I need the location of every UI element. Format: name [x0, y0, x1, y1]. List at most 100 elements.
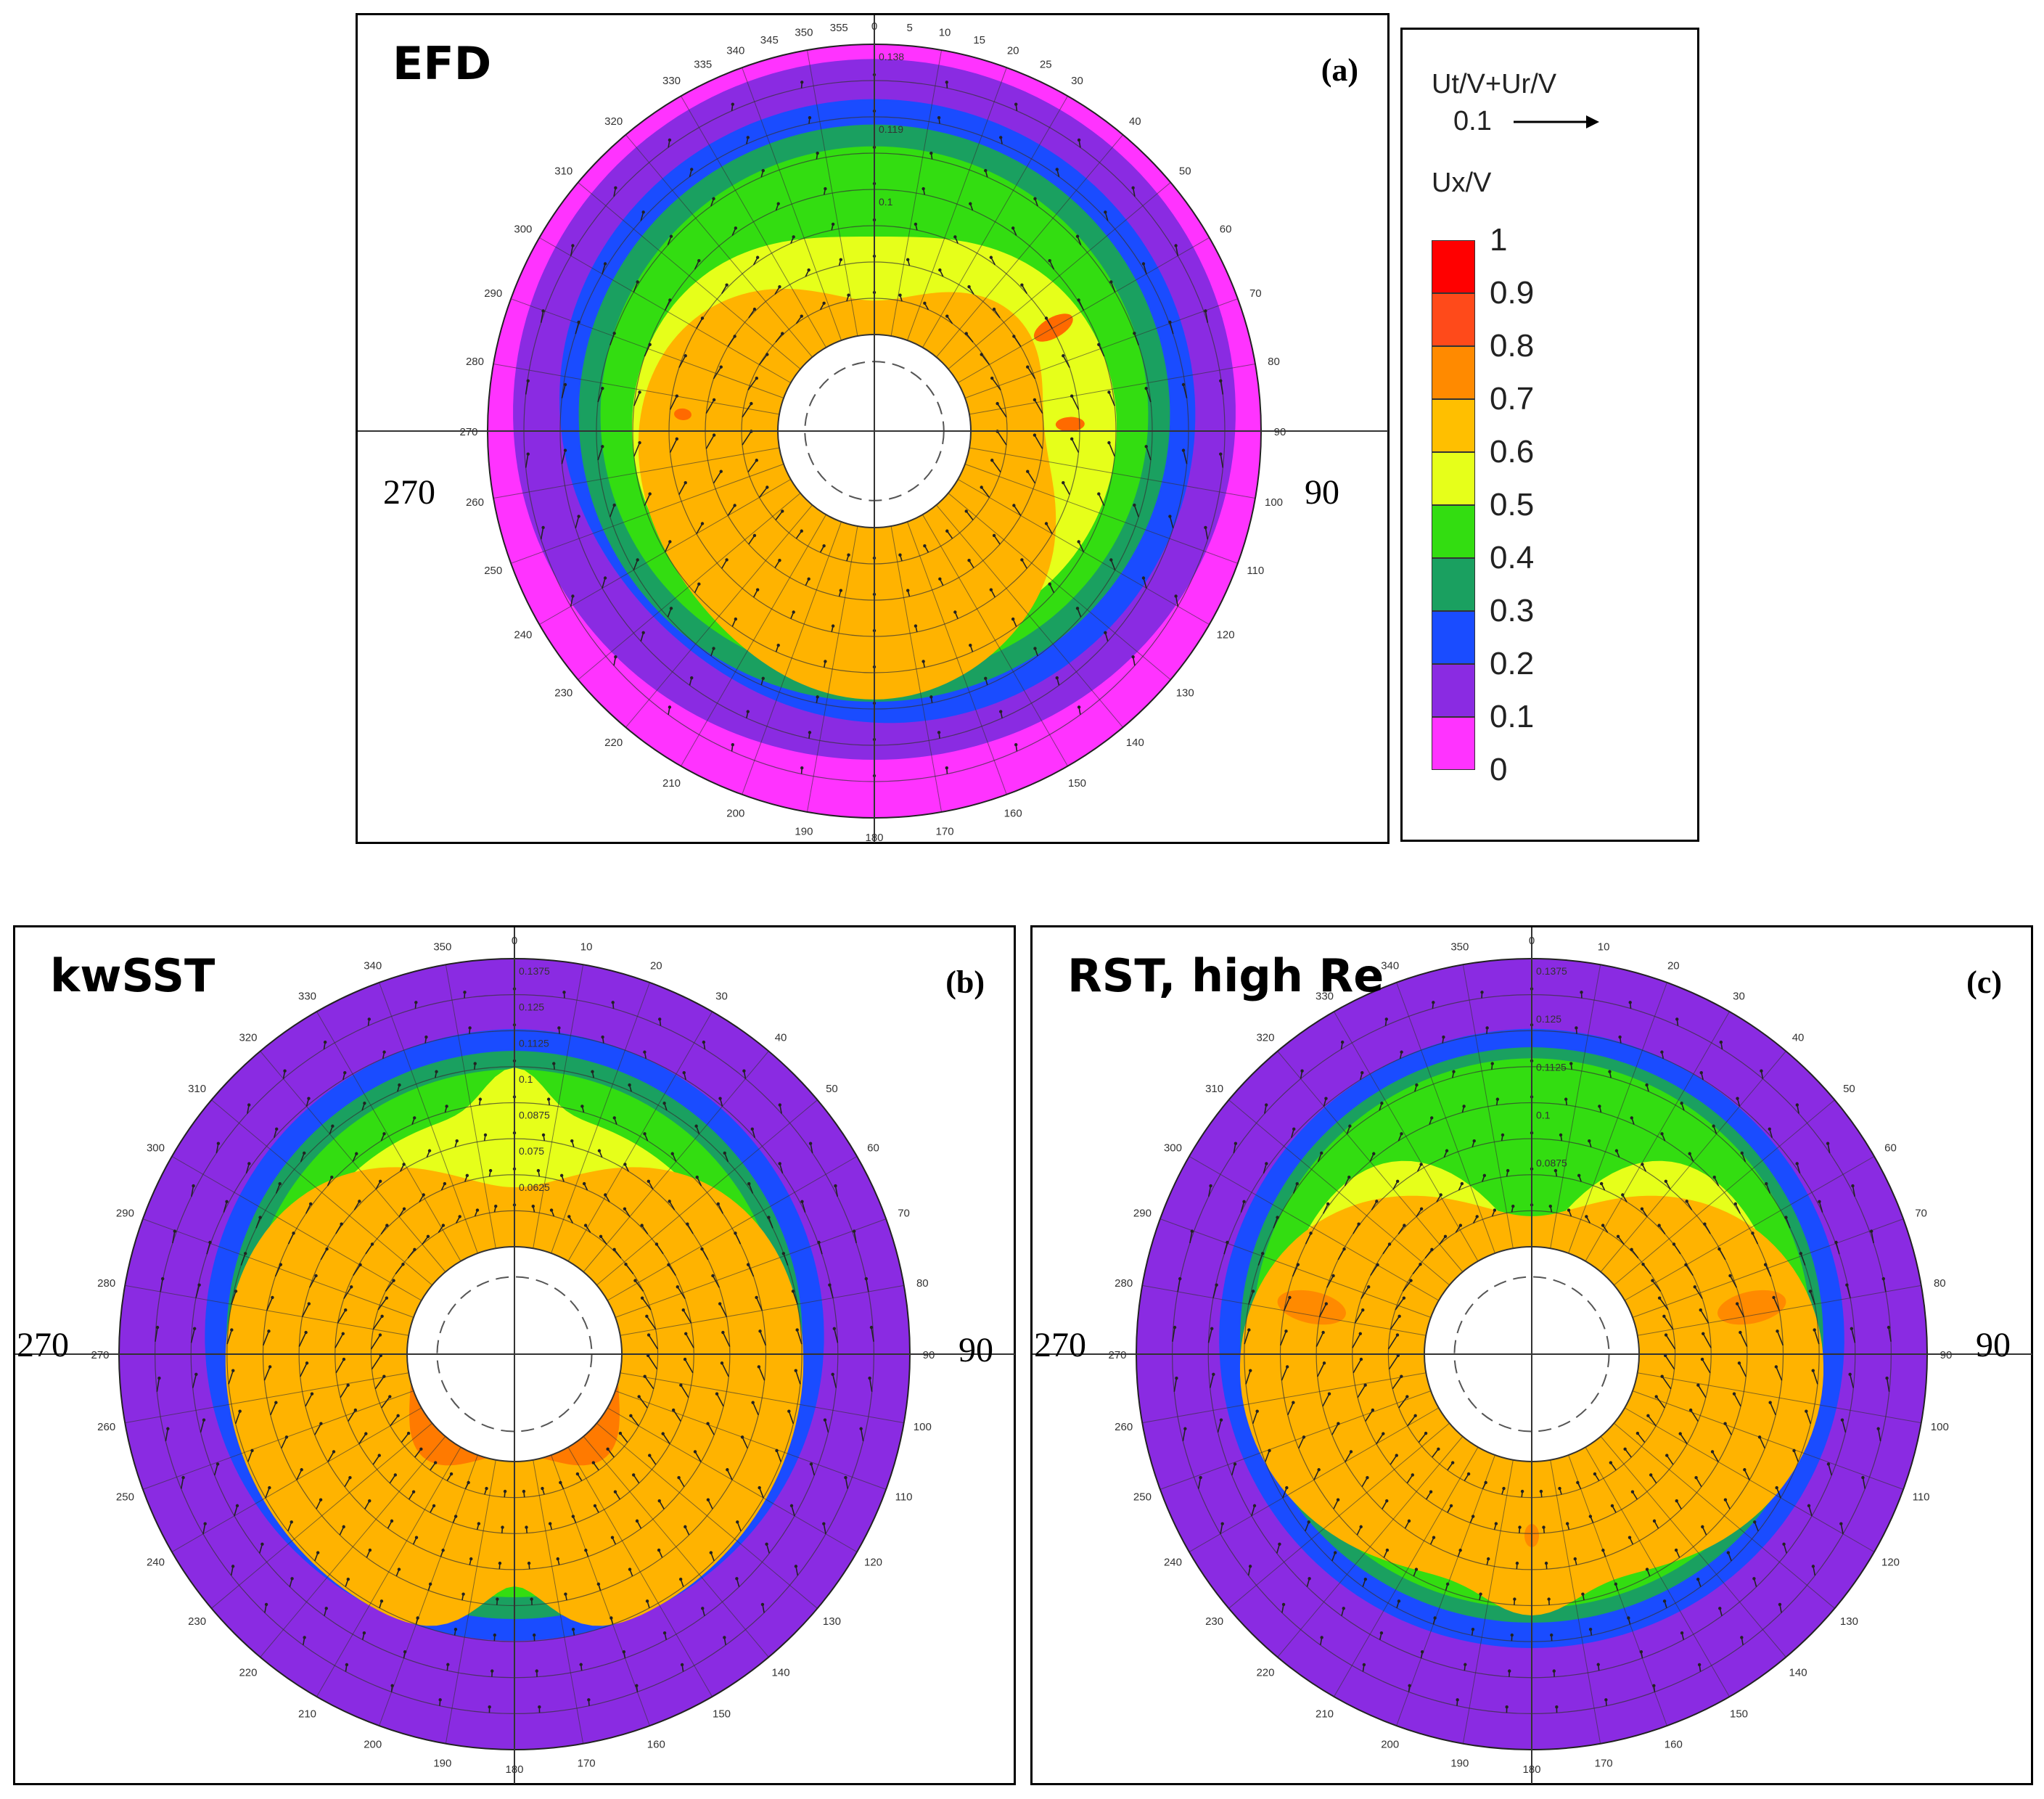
vector-arrow [223, 1201, 228, 1213]
vector-arrow-head [984, 168, 988, 173]
vector-arrow-head [1249, 1369, 1252, 1372]
vector-arrow-head [1430, 1247, 1434, 1251]
vector-arrow-head [1548, 1204, 1552, 1208]
vector-arrow-head [1012, 335, 1016, 338]
vector-arrow-head [597, 1149, 602, 1152]
vector-arrow-head [1359, 1357, 1363, 1361]
vector-arrow [620, 1433, 628, 1443]
vector-arrow [726, 1469, 733, 1480]
vector-arrow-head [929, 151, 933, 155]
vector-arrow-head [1662, 1599, 1667, 1603]
vector-arrow-head [1618, 1035, 1622, 1039]
vector-arrow [1813, 1329, 1820, 1345]
angle-tick-label: 20 [650, 959, 662, 972]
angle-tick-label: 330 [1316, 990, 1334, 1002]
vector-arrow-head [859, 1427, 863, 1430]
vector-arrow [255, 1217, 261, 1229]
grid-spoke [1614, 1422, 1835, 1609]
vector-arrow-head [752, 307, 757, 311]
vector-arrow-head [1309, 1232, 1313, 1235]
vector-arrow [1034, 435, 1043, 449]
vector-arrow-head [938, 268, 942, 272]
vector-legend-ref-row: 0.1 [1432, 103, 1601, 140]
vector-arrow-head [575, 1472, 580, 1476]
angle-tick-label: 190 [1450, 1757, 1469, 1769]
grid-spoke [1334, 1011, 1479, 1262]
vector-arrow-head [1501, 1133, 1505, 1137]
vector-arrow-head [778, 285, 781, 289]
vector-arrow [1663, 1316, 1674, 1330]
vector-arrow-head [731, 102, 735, 106]
vector-arrow [775, 510, 783, 520]
grid-spoke [316, 1011, 461, 1262]
vector-arrow [664, 300, 671, 311]
vector-arrow [719, 1303, 728, 1317]
vector-arrow [845, 1477, 849, 1489]
vector-arrow-head [559, 1173, 564, 1178]
vector-arrow [649, 1455, 657, 1465]
vector-arrow-head [1133, 332, 1136, 335]
angle-tick-label: 200 [726, 807, 744, 819]
vector-arrow-head [463, 991, 467, 994]
vector-arrow-head [964, 509, 968, 513]
vector-arrow-head [831, 1372, 834, 1377]
vector-arrow-head [583, 1224, 588, 1227]
vector-arrow-head [1539, 1489, 1543, 1493]
vector-arrow [540, 527, 544, 540]
vector-arrow [1108, 392, 1115, 406]
vector-arrow-head [635, 1684, 639, 1687]
vector-arrow-head [622, 1650, 626, 1654]
vector-arrow [575, 321, 580, 335]
vector-arrow-head [231, 1565, 235, 1568]
vector-arrow-head [758, 1485, 761, 1490]
vector-arrow-head [1449, 1504, 1453, 1508]
vector-arrow [818, 1242, 823, 1255]
vector-arrow-head [1419, 1163, 1423, 1166]
vector-arrow-head [761, 676, 765, 681]
vector-arrow [1754, 1521, 1759, 1532]
grid-spoke [142, 1390, 414, 1490]
vector-arrow [1365, 1409, 1374, 1422]
vector-arrow-head [641, 631, 645, 634]
vector-arrow-head [712, 197, 715, 201]
vector-arrow-head [300, 1468, 303, 1472]
vector-arrow-head [1475, 1215, 1479, 1218]
vector-arrow-head [1466, 1472, 1471, 1476]
vector-arrow-head [1688, 1152, 1691, 1155]
vector-arrow [1013, 505, 1022, 516]
panel-kwsst: 0 10 20 30 40 50 60 70 80 90 100 110 120 130 140 150 160… [13, 925, 1016, 1785]
vector-arrow-head [562, 991, 566, 994]
vector-arrow-head [1712, 1124, 1715, 1128]
vector-arrow [1387, 1335, 1398, 1350]
vector-arrow-head [922, 187, 925, 191]
vector-arrow-head [268, 1485, 271, 1490]
vector-arrow-head [679, 1383, 683, 1387]
vector-arrow-head [225, 1200, 229, 1204]
vector-arrow-head [1702, 1332, 1705, 1335]
grid-spoke [969, 363, 1255, 415]
vector-arrow-head [1014, 102, 1018, 106]
vector-arrow [1252, 1411, 1258, 1425]
vector-arrow-head [746, 136, 750, 139]
vector-arrow-head [526, 379, 530, 382]
vector-arrow-head [192, 1327, 197, 1331]
grid-spoke [936, 134, 1123, 358]
vector-arrow-head [1588, 1515, 1593, 1518]
vector-arrow-head [1630, 1490, 1635, 1493]
vector-arrow [1189, 1231, 1193, 1244]
vector-arrow-head [591, 1461, 596, 1464]
vector-arrow-head [834, 1184, 837, 1188]
vector-arrow-head [1020, 558, 1024, 562]
vector-legend: Ut/V+Ur/V 0.1 [1432, 66, 1601, 141]
vector-arrow-head [1848, 1372, 1852, 1377]
vector-arrow-head [929, 695, 933, 699]
vector-arrow-head [638, 440, 641, 445]
vector-arrow [1133, 504, 1140, 517]
vector-arrow [365, 1244, 373, 1255]
vector-arrow [226, 1329, 233, 1345]
radius-tick-label: 0.1 [879, 196, 893, 208]
vector-arrow-head [712, 398, 716, 402]
vector-arrow-head [980, 485, 983, 489]
vector-arrow [314, 1423, 322, 1435]
vector-arrow-head [1382, 1432, 1385, 1435]
